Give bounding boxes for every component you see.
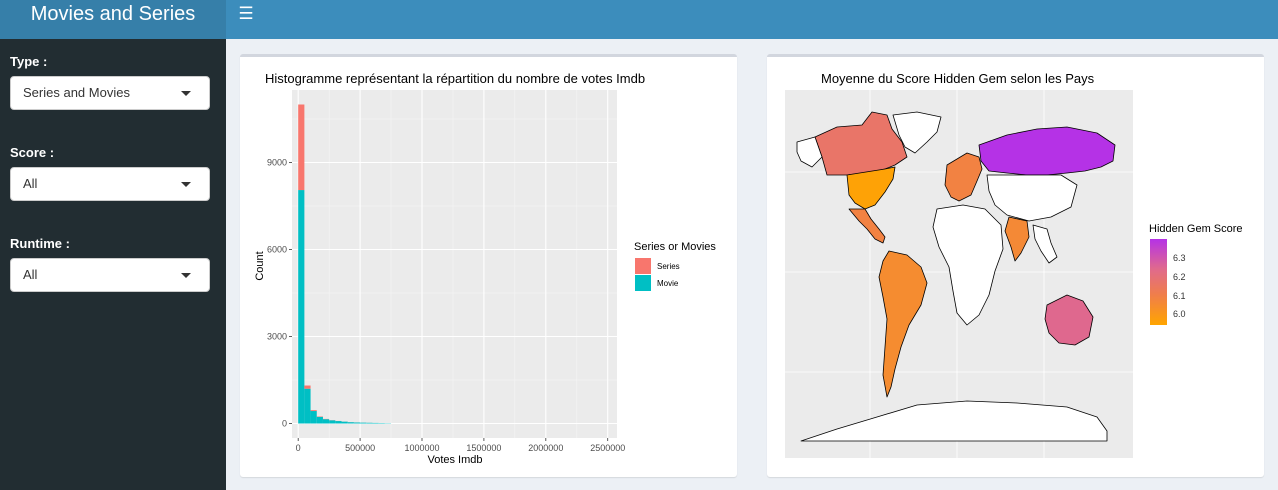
legend-key-series bbox=[635, 258, 651, 274]
sidebar: Type : Series and Movies Score : All Run… bbox=[0, 39, 226, 490]
type-select-value: Series and Movies bbox=[23, 85, 130, 100]
x-tick-label: 500000 bbox=[345, 443, 375, 453]
map-legend-colorbar bbox=[1150, 239, 1167, 325]
x-tick-label: 0 bbox=[296, 443, 301, 453]
region-south-america bbox=[878, 250, 928, 398]
bar-movie bbox=[347, 422, 354, 424]
bar-series bbox=[310, 410, 317, 412]
region-asia bbox=[986, 174, 1078, 222]
map-box: Moyenne du Score Hidden Gem selon les Pa… bbox=[767, 54, 1264, 477]
country-australia bbox=[1044, 294, 1094, 346]
chevron-down-icon bbox=[181, 91, 191, 96]
runtime-select[interactable]: All bbox=[10, 258, 210, 292]
bar-movie bbox=[335, 421, 342, 424]
bar-movie bbox=[329, 420, 336, 424]
runtime-select-value: All bbox=[23, 267, 38, 282]
score-select[interactable]: All bbox=[10, 167, 210, 201]
bar-movie bbox=[310, 411, 317, 424]
chevron-down-icon bbox=[181, 273, 191, 278]
map-legend-tick: 6.1 bbox=[1173, 291, 1186, 301]
type-label: Type : bbox=[10, 54, 48, 69]
bar-movie bbox=[372, 422, 379, 424]
bar-movie bbox=[304, 388, 311, 424]
y-tick-label: 9000 bbox=[267, 158, 287, 168]
chevron-down-icon bbox=[181, 182, 191, 187]
runtime-label: Runtime : bbox=[10, 236, 70, 251]
score-select-value: All bbox=[23, 176, 38, 191]
bar-movie bbox=[322, 419, 330, 424]
region-europe-west bbox=[944, 152, 983, 202]
country-mexico bbox=[848, 208, 886, 244]
world-map-chart: Moyenne du Score Hidden Gem selon les Pa… bbox=[785, 71, 1243, 458]
histogram-box: Histogramme représentant la répartition … bbox=[240, 54, 737, 477]
bar-series bbox=[304, 385, 311, 389]
bar-movie bbox=[316, 416, 323, 424]
country-greenland bbox=[892, 111, 942, 154]
y-tick-label: 3000 bbox=[267, 332, 287, 342]
score-label: Score : bbox=[10, 145, 55, 160]
country-russia bbox=[978, 126, 1116, 176]
map-legend-title: Hidden Gem Score bbox=[1149, 223, 1243, 235]
x-tick-label: 2000000 bbox=[528, 443, 563, 453]
map-title: Moyenne du Score Hidden Gem selon les Pa… bbox=[821, 71, 1095, 86]
legend-label-series: Series bbox=[657, 262, 680, 271]
country-canada bbox=[814, 111, 908, 176]
bar-movie bbox=[366, 422, 373, 424]
region-africa bbox=[932, 204, 1004, 326]
bar-movie bbox=[341, 421, 348, 424]
bar-movie bbox=[298, 190, 305, 424]
x-tick-label: 1500000 bbox=[466, 443, 501, 453]
country-india bbox=[1004, 216, 1030, 262]
map-legend-tick: 6.2 bbox=[1173, 272, 1186, 282]
x-tick-label: 2500000 bbox=[590, 443, 625, 453]
region-antarctica bbox=[800, 400, 1108, 442]
histogram-title: Histogramme représentant la répartition … bbox=[265, 71, 645, 86]
x-tick-label: 1000000 bbox=[404, 443, 439, 453]
y-tick-label: 6000 bbox=[267, 245, 287, 255]
app-title: Movies and Series bbox=[0, 0, 226, 39]
histogram-panel bbox=[292, 90, 617, 438]
bar-movie bbox=[360, 422, 367, 424]
bar-movie bbox=[353, 422, 361, 424]
legend-key-movie bbox=[635, 275, 651, 291]
region-southeast-asia bbox=[1032, 224, 1058, 264]
type-select[interactable]: Series and Movies bbox=[10, 76, 210, 110]
histogram-y-axis-label: Count bbox=[254, 251, 266, 280]
top-navbar: Movies and Series ☰ bbox=[0, 0, 1278, 39]
legend-label-movie: Movie bbox=[657, 279, 679, 288]
map-legend-tick: 6.0 bbox=[1173, 309, 1186, 319]
legend-title: Series or Movies bbox=[634, 241, 716, 253]
map-legend-tick: 6.3 bbox=[1173, 253, 1186, 263]
country-usa bbox=[846, 166, 896, 210]
hamburger-icon[interactable]: ☰ bbox=[238, 4, 254, 23]
y-tick-label: 0 bbox=[282, 419, 287, 429]
histogram-x-axis-label: Votes Imdb bbox=[427, 454, 482, 466]
histogram-chart: Histogramme représentant la répartition … bbox=[254, 71, 716, 466]
bar-series bbox=[298, 104, 305, 191]
country-alaska bbox=[796, 136, 823, 168]
histogram-legend: Series or Movies Series Movie bbox=[634, 241, 716, 291]
map-legend: Hidden Gem Score 6.3 6.2 6.1 6.0 bbox=[1149, 223, 1243, 325]
